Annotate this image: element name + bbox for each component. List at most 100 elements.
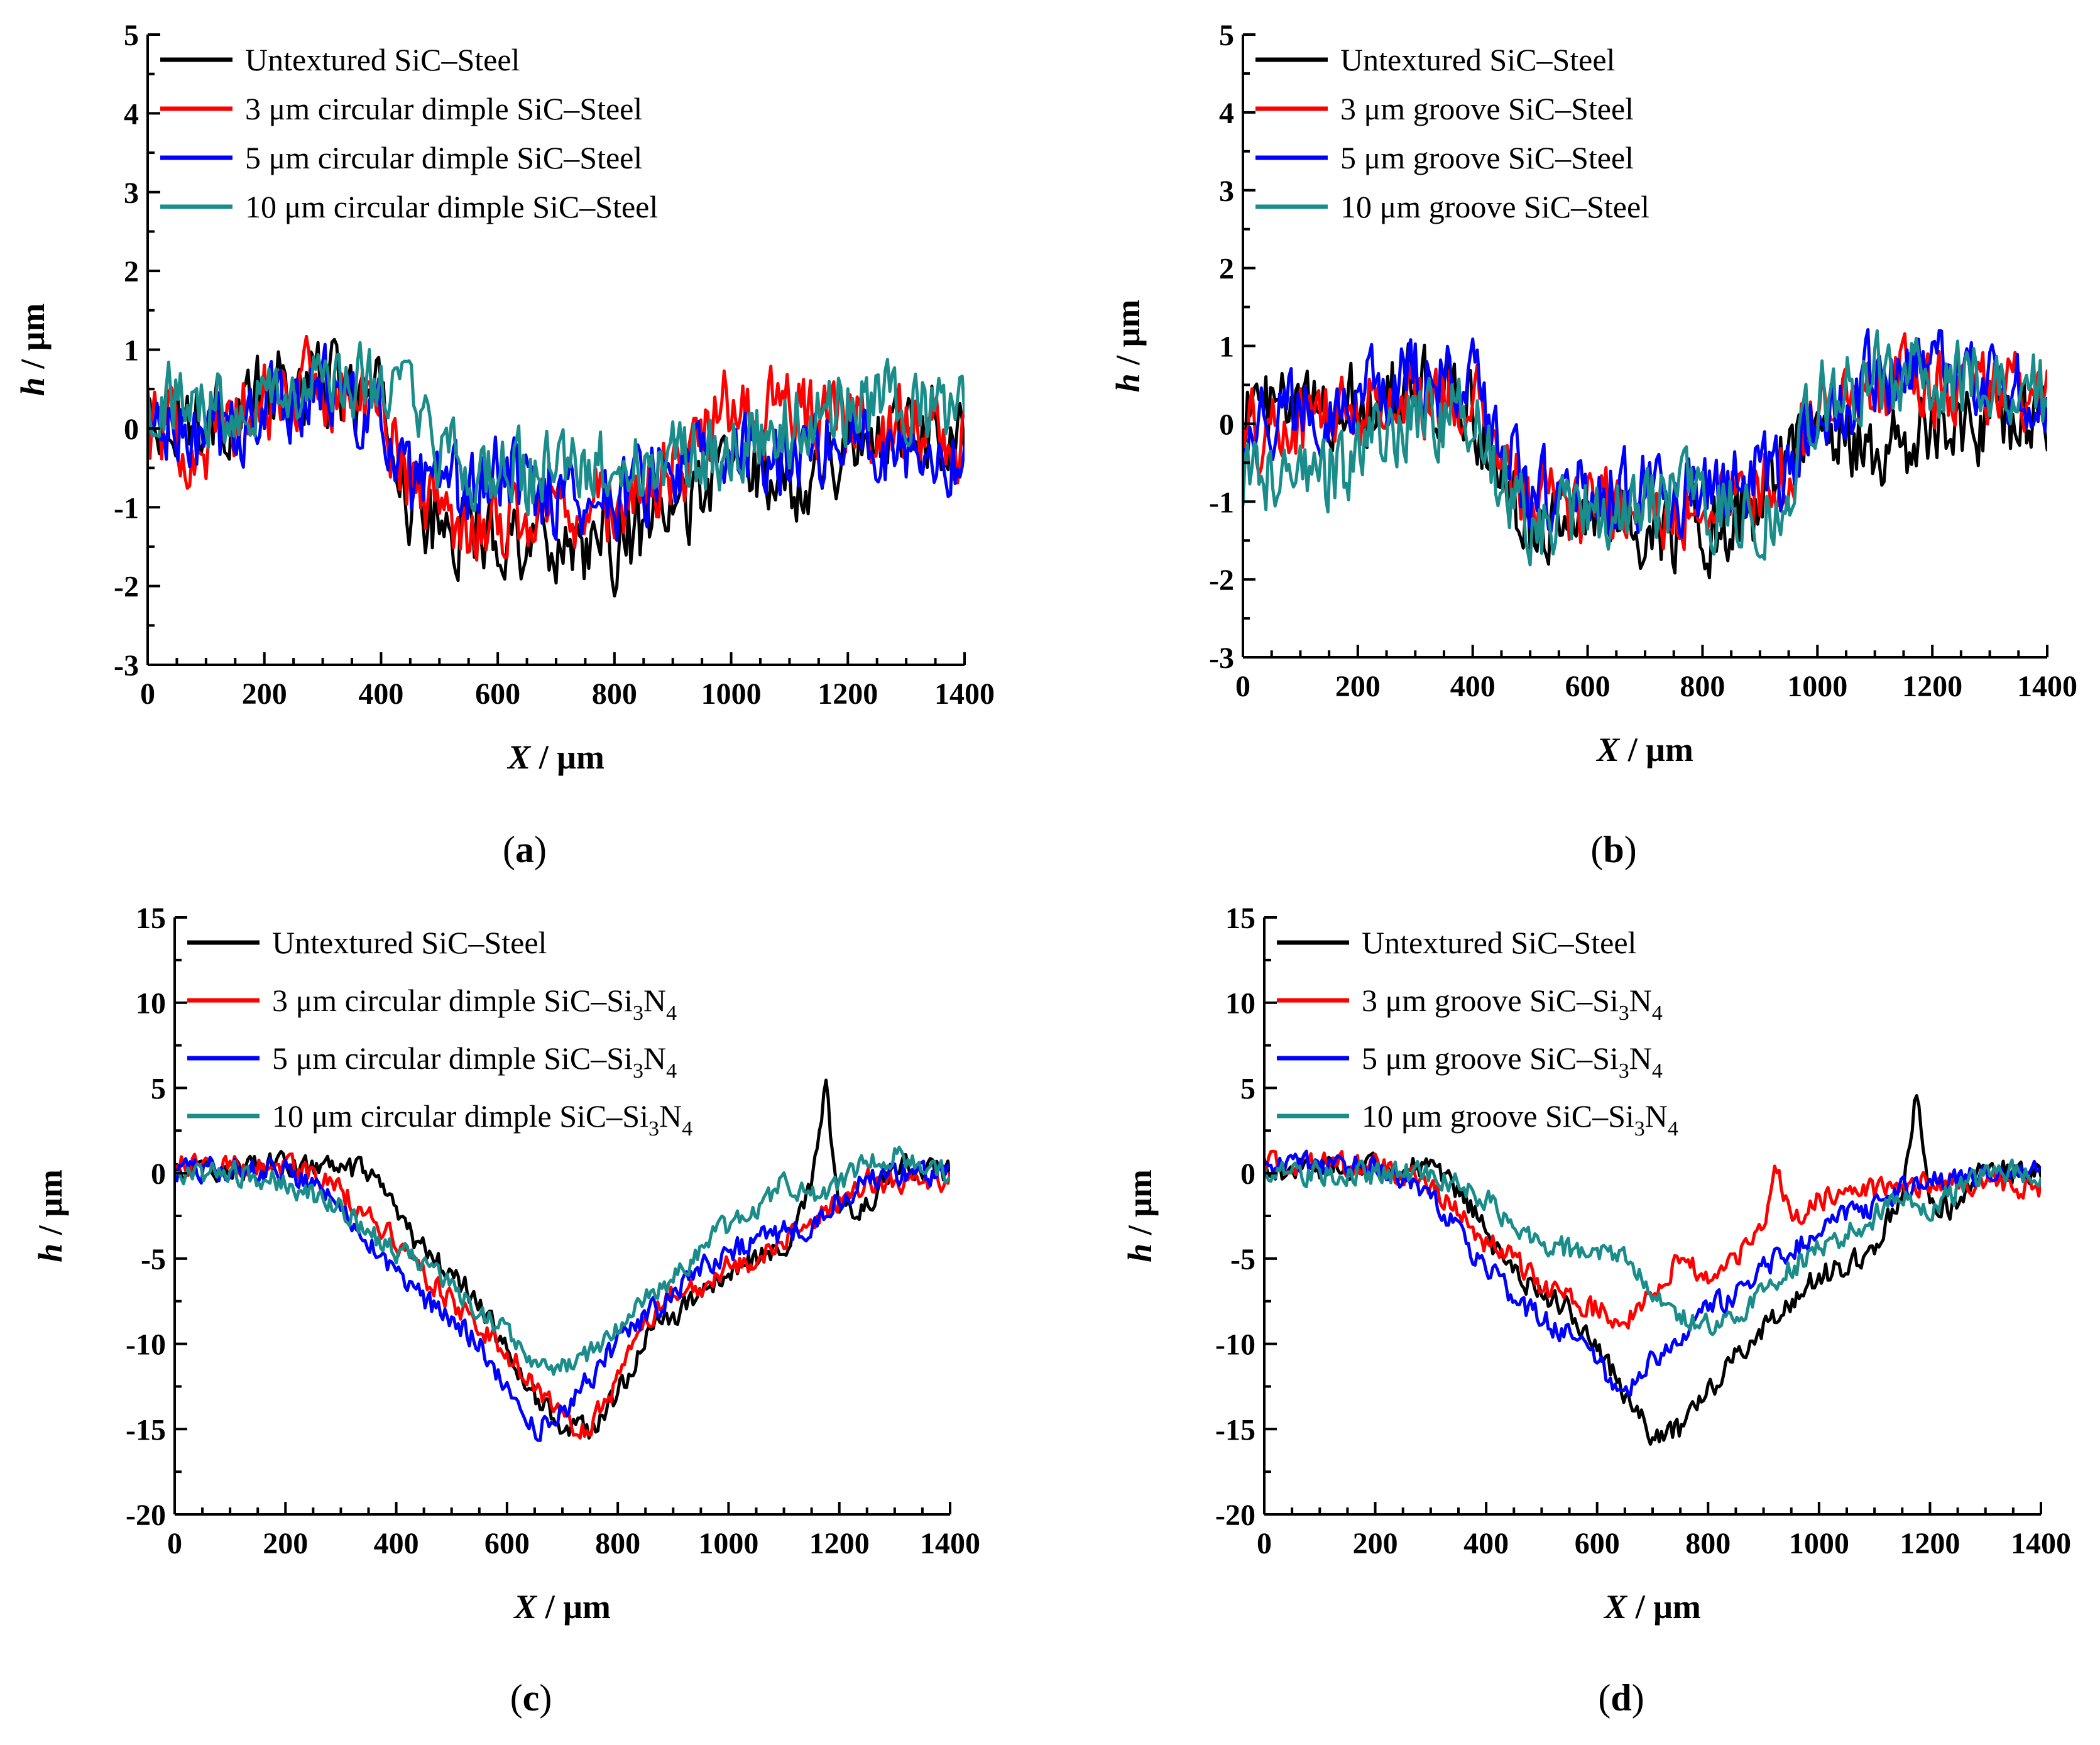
y-tick-label: 2 xyxy=(124,255,139,288)
legend-entry-label: Untextured SiC–Steel xyxy=(272,925,547,960)
x-axis-title-variable: X xyxy=(506,738,532,776)
y-axis-title: h / μm xyxy=(14,304,52,397)
x-axis-title: X / μm xyxy=(506,738,604,776)
y-tick-label: -10 xyxy=(1215,1328,1255,1362)
legend-subscript: 3 xyxy=(1619,1059,1629,1083)
x-tick-label: 600 xyxy=(475,677,520,711)
y-axis-title: h / μm xyxy=(1121,1169,1159,1262)
x-axis-title: X / μm xyxy=(1603,1588,1701,1626)
legend-subscript: 3 xyxy=(633,1002,643,1025)
legend-entry-name-mid: N xyxy=(1629,983,1652,1018)
x-tick-label: 600 xyxy=(1565,670,1611,703)
y-axis-title-variable: h xyxy=(31,1244,69,1262)
legend-entry-name: 5 μm circular dimple SiC–Steel xyxy=(245,140,642,175)
x-tick-label: 1200 xyxy=(818,677,878,711)
chart-panel-b: 0 200 400 600 800 1000 1200 1400 -3 -2 -1 0 1 2 3 4 5 X /… xyxy=(1109,19,2077,870)
y-tick-label: -10 xyxy=(126,1328,166,1362)
y-axis-title: h / μm xyxy=(31,1169,69,1262)
panel-caption-open: ( xyxy=(1598,1677,1611,1719)
legend: Untextured SiC–Steel 3 μm circular dimple… xyxy=(160,42,658,224)
legend-entry-name: 3 μm circular dimple SiC–Steel xyxy=(245,91,642,126)
y-tick-label: 1 xyxy=(124,334,139,368)
x-axis-title-unit: / μm xyxy=(1619,731,1693,769)
legend-entry-name: Untextured SiC–Steel xyxy=(1362,925,1636,960)
series-line-10um xyxy=(1243,329,2047,567)
series-line-10um xyxy=(148,341,965,517)
x-tick-label: 200 xyxy=(263,1527,308,1560)
legend-subscript: 4 xyxy=(666,1002,677,1025)
y-tick-label: 4 xyxy=(1219,97,1234,130)
legend-entry-name: Untextured SiC–Steel xyxy=(245,42,520,77)
series-line-5um xyxy=(148,342,965,542)
chart-panel-c: 0 200 400 600 800 1000 1200 1400 -20 -15 -10 -5 0 5 10… xyxy=(31,902,980,1719)
legend-entry-label: 5 μm circular dimple SiC–Si3N4 xyxy=(272,1041,677,1083)
x-tick-label: 1400 xyxy=(934,677,995,711)
y-tick-label: 4 xyxy=(124,97,139,131)
x-tick-label: 1200 xyxy=(1902,670,1962,703)
y-tick-label: -1 xyxy=(1209,486,1234,519)
x-tick-label: 1000 xyxy=(1787,670,1847,703)
y-tick-label: 3 xyxy=(124,177,139,210)
panel-caption-close: ) xyxy=(1632,1677,1644,1719)
panel-caption: (b) xyxy=(1590,829,1636,870)
legend-entry-name: 5 μm groove SiC–Si xyxy=(1362,1041,1619,1076)
legend-entry-name-mid: N xyxy=(643,1041,666,1076)
legend-subscript: 4 xyxy=(1668,1117,1678,1141)
series-line-untextured xyxy=(1264,1094,2041,1446)
x-axis-title-variable: X xyxy=(1603,1588,1628,1626)
x-tick-label: 1400 xyxy=(920,1527,980,1560)
legend-entry-label: 5 μm circular dimple SiC–Steel xyxy=(245,140,642,175)
y-tick-label: 5 xyxy=(1240,1072,1255,1105)
panel-caption: (d) xyxy=(1598,1677,1644,1719)
legend-entry-name: Untextured SiC–Steel xyxy=(272,925,547,960)
legend-entry-label: Untextured SiC–Steel xyxy=(245,42,520,77)
y-tick-label: 5 xyxy=(151,1072,166,1105)
x-tick-label: 0 xyxy=(140,677,155,711)
legend-subscript: 3 xyxy=(1634,1117,1645,1141)
y-tick-label: 2 xyxy=(1219,253,1234,286)
panel-caption-open: ( xyxy=(1590,829,1603,870)
panel-caption-close: ) xyxy=(534,829,547,870)
x-axis-title-unit: / μm xyxy=(530,738,604,776)
x-tick-label: 1400 xyxy=(2017,670,2077,703)
chart-panel-a: 0 200 400 600 800 1000 1200 1400 -3 -2 -1 0 1 2 3 4 5 X /… xyxy=(14,19,995,870)
y-tick-label: 5 xyxy=(124,19,139,52)
x-tick-label: 600 xyxy=(1575,1527,1620,1560)
x-axis-title-unit: / μm xyxy=(1627,1588,1701,1626)
y-axis-title-unit: / μm xyxy=(14,304,52,378)
legend-entry-label: 3 μm groove SiC–Steel xyxy=(1340,91,1634,126)
legend-entry-name-mid: N xyxy=(1645,1098,1668,1134)
legend-subscript: 4 xyxy=(666,1059,677,1083)
x-axis-title-unit: / μm xyxy=(537,1588,611,1626)
legend-entry-label: 3 μm circular dimple SiC–Steel xyxy=(245,91,642,126)
y-tick-label: -3 xyxy=(1209,642,1234,675)
x-tick-label: 400 xyxy=(1463,1527,1509,1560)
y-tick-label: 0 xyxy=(124,413,139,446)
legend-subscript: 4 xyxy=(1652,1059,1663,1083)
y-axis-title-variable: h xyxy=(1121,1244,1159,1262)
series-line-10um xyxy=(175,1146,950,1376)
y-axis-title-unit: / μm xyxy=(1109,300,1147,374)
chart-panel-d: 0 200 400 600 800 1000 1200 1400 -20 -15 -10 -5 0 5 10… xyxy=(1121,902,2071,1719)
legend: Untextured SiC–Steel 3 μm groove SiC–Stee… xyxy=(1255,42,1649,224)
x-tick-label: 1200 xyxy=(809,1527,870,1560)
panel-caption-close: ) xyxy=(1624,829,1637,870)
legend-entry-label: 10 μm groove SiC–Steel xyxy=(1340,189,1649,224)
legend-entry-name: 10 μm circular dimple SiC–Steel xyxy=(245,189,658,224)
legend-entry-name: 5 μm groove SiC–Steel xyxy=(1340,140,1634,175)
x-tick-label: 1000 xyxy=(1789,1527,1849,1560)
legend-entry-label: 10 μm circular dimple SiC–Si3N4 xyxy=(272,1098,692,1141)
x-tick-label: 0 xyxy=(167,1527,182,1560)
y-tick-label: 10 xyxy=(136,987,166,1020)
y-tick-label: -3 xyxy=(114,649,139,682)
x-tick-label: 1000 xyxy=(698,1527,758,1560)
panel-caption: (c) xyxy=(510,1677,552,1719)
y-tick-label: -5 xyxy=(1230,1243,1255,1276)
legend-entry-name: 5 μm circular dimple SiC–Si xyxy=(272,1041,633,1076)
legend-entry-name: 10 μm groove SiC–Si xyxy=(1362,1098,1634,1134)
y-axis-title: h / μm xyxy=(1109,300,1147,393)
y-tick-label: 5 xyxy=(1219,19,1234,52)
legend-entry-label: 3 μm groove SiC–Si3N4 xyxy=(1362,983,1663,1025)
x-tick-label: 1200 xyxy=(1900,1527,1960,1560)
panel-caption-open: ( xyxy=(503,829,515,870)
